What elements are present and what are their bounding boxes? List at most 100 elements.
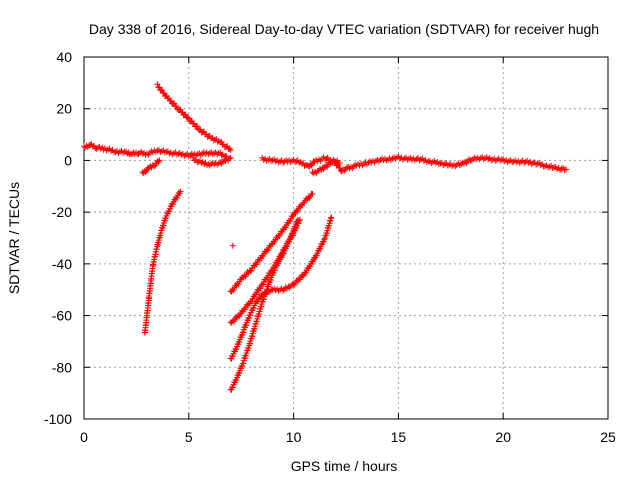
data-point-mid-bump — [336, 160, 343, 167]
data-point-flat-track-3 — [462, 158, 469, 165]
data-point-flat-track-3 — [513, 159, 520, 166]
data-point-flat-track — [161, 149, 168, 156]
data-point-flat-track — [107, 147, 114, 154]
grid-lines — [84, 57, 608, 419]
data-point-ramp-3 — [240, 329, 247, 336]
data-point-ramp-3 — [243, 322, 250, 329]
data-point-ramp-3 — [250, 305, 257, 312]
data-point-flat-track-3 — [293, 158, 300, 165]
data-point-flat-track-3 — [387, 156, 394, 163]
data-point-ramp-2 — [237, 311, 244, 318]
data-point-ramp-4 — [289, 230, 296, 237]
data-point-ramp-3 — [317, 245, 324, 252]
data-point-ramp-3 — [313, 252, 320, 259]
data-point-ramp-4 — [242, 352, 249, 359]
data-point-flat-track-3 — [372, 157, 379, 164]
data-point-flat-track — [126, 151, 133, 158]
data-point-flat-track-3 — [432, 160, 439, 167]
data-point-ramp-4 — [229, 384, 236, 391]
data-point-ramp-3 — [247, 312, 254, 319]
data-point-flat-track-2 — [206, 162, 213, 169]
data-point-flat-track-3 — [405, 156, 412, 163]
data-point-flat-track-2 — [194, 159, 201, 166]
data-point-ramp-4 — [245, 345, 252, 352]
data-point-ramp-4 — [287, 233, 294, 240]
data-point-short-mid — [156, 157, 163, 164]
data-point-flat-track-3 — [537, 162, 544, 169]
data-point-ramp-3 — [272, 287, 279, 294]
data-point-ramp-3 — [233, 346, 240, 353]
x-axis-label: GPS time / hours — [291, 458, 398, 474]
data-point-descending-top — [194, 123, 201, 130]
data-point-ramp-3 — [269, 286, 276, 293]
data-point-ramp-1 — [309, 191, 316, 198]
data-point-ramp-4 — [233, 377, 240, 384]
data-point-flat-track-3 — [265, 156, 272, 163]
data-point-flat-track-3 — [437, 160, 444, 167]
data-point-flat-track — [143, 150, 150, 157]
data-point-flat-track-3 — [313, 156, 320, 163]
data-point-flat-track-3 — [506, 158, 513, 165]
data-point-flat-track — [185, 153, 192, 160]
y-tick-label: -80 — [52, 359, 72, 375]
data-point-ramp-3 — [328, 214, 335, 221]
data-point-flat-track — [194, 151, 201, 158]
data-point-flat-track-3 — [468, 157, 475, 164]
y-tick-label: 40 — [56, 49, 72, 65]
data-point-flat-track-3 — [542, 163, 549, 170]
data-point-flat-track-3 — [343, 164, 350, 171]
chart-title: Day 338 of 2016, Sidereal Day-to-day VTE… — [89, 21, 599, 37]
data-point-flat-track — [139, 150, 146, 157]
data-point-ramp-4 — [240, 360, 247, 367]
data-point-flat-track — [158, 148, 165, 155]
data-point-ramp-3 — [277, 286, 284, 293]
data-point-flat-track — [214, 151, 221, 158]
data-point-descending-top — [210, 137, 217, 144]
data-point-ramp-4 — [267, 277, 274, 284]
data-point-flat-track-2 — [223, 156, 230, 163]
data-point-ramp-4 — [292, 223, 299, 230]
data-point-descending-top — [184, 114, 191, 121]
data-point-flat-track-3 — [322, 156, 329, 163]
y-tick-label: -100 — [44, 411, 72, 427]
data-point-flat-track-3 — [417, 156, 424, 163]
data-point-flat-track — [97, 145, 104, 152]
x-tick-label: 5 — [185, 429, 193, 445]
data-points — [81, 81, 570, 393]
data-point-flat-track — [86, 142, 93, 149]
data-point-flat-track-3 — [534, 160, 541, 167]
data-point-flat-track — [148, 148, 155, 155]
data-point-ramp-4 — [283, 243, 290, 250]
data-point-ramp-3 — [239, 332, 246, 339]
plot-frame — [83, 56, 609, 420]
data-point-flat-track-2 — [227, 154, 234, 161]
data-point-flat-track-3 — [375, 158, 382, 165]
data-point-flat-track-2 — [217, 159, 224, 166]
data-point-descending-top — [227, 147, 234, 154]
data-point-mid-bump — [331, 159, 338, 166]
data-point-steep-left — [177, 188, 184, 195]
axis-ticks: 0 5 10 15 20 25 -100 -80 -60 -40 -20 0 20 40 — [44, 49, 616, 445]
data-point-ramp-3 — [300, 272, 307, 279]
data-point-ramp-4 — [287, 236, 294, 243]
x-tick-label: 20 — [495, 429, 511, 445]
data-point-flat-track-3 — [408, 156, 415, 163]
data-point-flat-track-3 — [316, 156, 323, 163]
data-point-outlier — [229, 242, 236, 249]
data-point-flat-track — [170, 150, 177, 157]
y-tick-label: 20 — [56, 101, 72, 117]
data-point-flat-track-3 — [497, 157, 504, 164]
data-point-ramp-3 — [229, 353, 236, 360]
y-axis-label: SDTVAR / TECUs — [6, 182, 22, 294]
y-tick-label: -60 — [52, 308, 72, 324]
data-point-ramp-4 — [280, 250, 287, 257]
data-point-ramp-3 — [236, 339, 243, 346]
x-tick-label: 10 — [286, 429, 302, 445]
data-point-flat-track-3 — [401, 155, 408, 162]
data-point-ramp-3 — [246, 315, 253, 322]
data-point-flat-track-3 — [485, 156, 492, 163]
x-tick-label: 25 — [600, 429, 616, 445]
data-point-flat-track — [197, 151, 204, 158]
data-point-flat-track-3 — [558, 165, 565, 172]
